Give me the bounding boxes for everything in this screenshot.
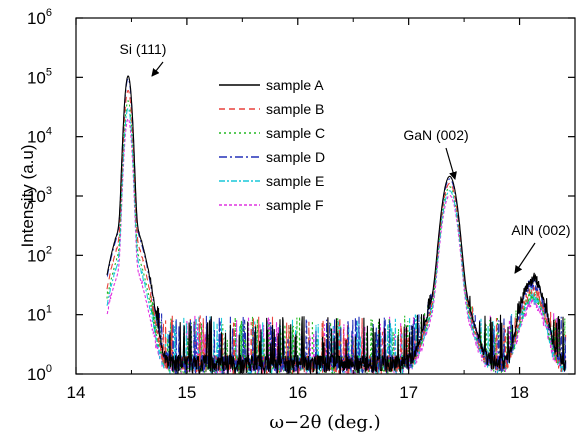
y-tick-label: 100	[27, 363, 52, 384]
series-line-sample-a	[106, 75, 567, 374]
peak-label: Si (111)	[120, 41, 167, 57]
x-tick-label: 17	[399, 383, 418, 402]
peak-label: AlN (002)	[511, 222, 570, 238]
series-line-sample-c	[106, 100, 567, 374]
x-tick-label: 16	[288, 383, 307, 402]
x-tick-label: 14	[67, 383, 86, 402]
legend: sample A sample B sample C sample D sample E…	[219, 77, 325, 213]
y-tick-label: 102	[27, 244, 52, 265]
legend-label: sample F	[266, 197, 324, 213]
peak-arrow	[445, 147, 457, 180]
y-tick-label: 101	[27, 304, 52, 325]
x-tick-label: 18	[510, 383, 529, 402]
x-axis-label: ω−2θ (deg.)	[269, 412, 380, 433]
legend-label: sample A	[266, 77, 324, 93]
peak-label: GaN (002)	[403, 127, 468, 143]
annotation-layer: Si (111) GaN (002) AlN (002)	[120, 41, 571, 274]
series-line-sample-d	[106, 78, 567, 374]
x-tick-label: 15	[177, 383, 196, 402]
y-axis-label: Intensity (a.u)	[18, 145, 37, 248]
series-layer	[106, 75, 567, 374]
legend-label: sample D	[266, 149, 325, 165]
peak-arrow	[151, 61, 164, 77]
y-tick-label: 106	[27, 7, 52, 28]
y-tick-label: 103	[27, 185, 52, 206]
ticks-layer: 14 15 16 17 18 100 101 102 103 104 105 106	[27, 7, 575, 402]
y-tick-label: 104	[27, 126, 52, 147]
peak-arrow	[514, 242, 536, 274]
y-tick-label: 105	[27, 66, 52, 87]
legend-label: sample E	[266, 173, 324, 189]
legend-label: sample B	[266, 101, 324, 117]
legend-label: sample C	[266, 125, 325, 141]
